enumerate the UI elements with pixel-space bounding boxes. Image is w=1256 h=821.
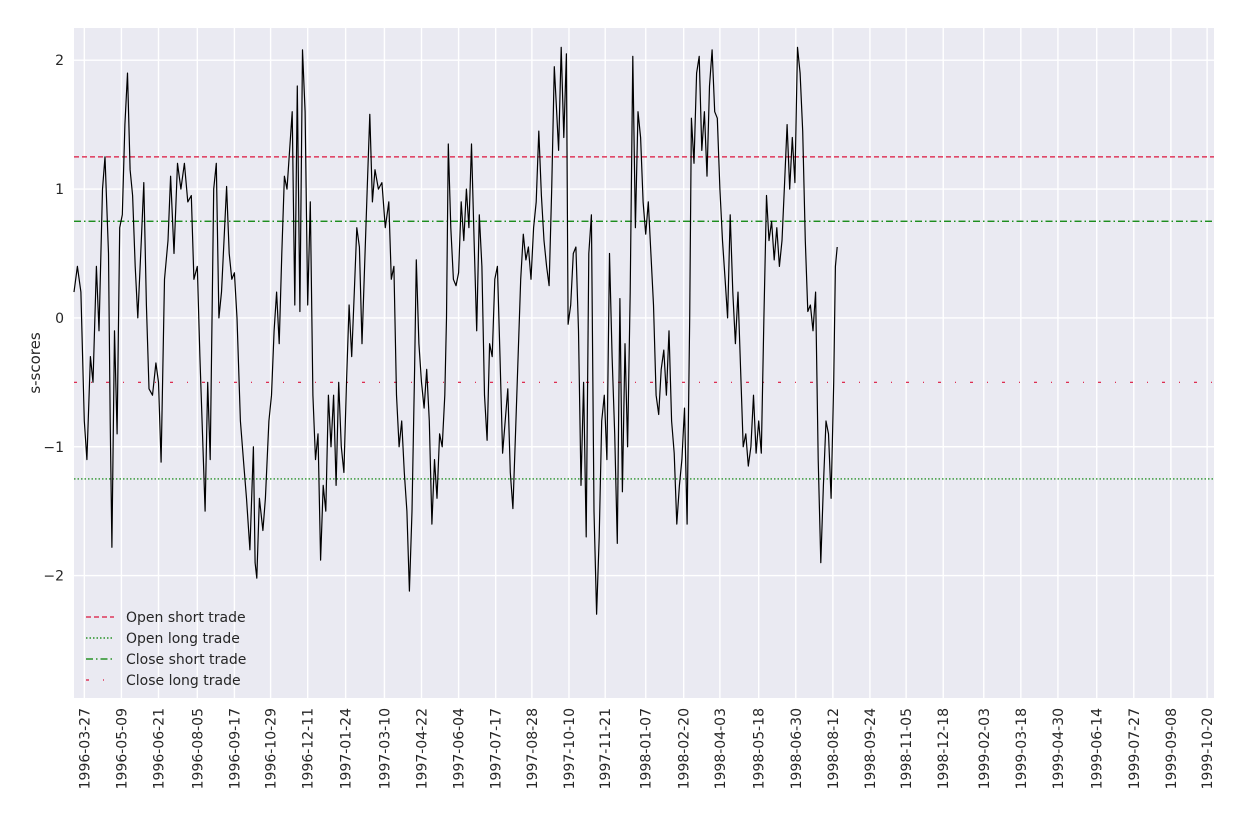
legend-entry: Close long trade [126,673,241,689]
x-tick-label: 1996-12-11 [301,708,317,789]
x-axis-ticks: 1996-03-27 1996-05-09 1996-06-21 1996-08-05… [77,708,1216,789]
x-tick-label: 1998-11-05 [899,708,915,789]
x-tick-label: 1998-04-03 [713,708,729,789]
x-tick-label: 1999-04-30 [1051,708,1067,789]
x-tick-label: 1999-03-18 [1014,708,1030,789]
trade-threshold-lines [74,156,1214,480]
y-tick-label: −2 [43,569,64,585]
plot-background [74,28,1214,698]
x-tick-label: 1997-10-10 [562,708,578,789]
legend-entry: Close short trade [126,652,246,668]
x-tick-label: 1996-06-21 [152,708,168,789]
y-tick-label: 2 [55,53,64,69]
y-tick-label: 0 [55,311,64,327]
x-tick-label: 1998-08-12 [826,708,842,789]
x-tick-label: 1997-04-22 [415,708,431,789]
x-tick-label: 1998-05-18 [752,708,768,789]
y-axis-label: s-scores [26,332,44,394]
y-axis-ticks: 2 1 0 −1 −2 [43,53,64,584]
x-tick-label: 1996-05-09 [114,708,130,789]
x-tick-label: 1998-02-20 [677,708,693,789]
x-tick-label: 1999-06-14 [1090,708,1106,789]
s-score-series-line [73,46,838,615]
x-tick-label: 1998-01-07 [639,708,655,789]
legend: Open short trade Open long trade Close sho… [86,610,246,689]
x-tick-label: 1997-01-24 [339,708,355,789]
x-tick-label: 1998-12-18 [936,708,952,789]
x-tick-label: 1996-08-05 [190,708,206,789]
legend-entry: Open long trade [126,631,240,647]
x-tick-label: 1999-02-03 [977,708,993,789]
x-tick-label: 1997-06-04 [452,708,468,789]
y-tick-label: 1 [55,182,64,198]
y-tick-label: −1 [43,440,64,456]
x-tick-label: 1999-09-08 [1164,708,1180,789]
x-tick-label: 1997-07-17 [489,708,505,789]
x-tick-label: 1996-10-29 [264,708,280,789]
x-tick-label: 1997-11-21 [598,708,614,789]
x-tick-label: 1997-03-10 [377,708,393,789]
x-tick-label: 1997-08-28 [525,708,541,789]
x-tick-label: 1996-09-17 [227,708,243,789]
x-tick-label: 1999-10-20 [1200,708,1216,789]
x-tick-label: 1998-09-24 [863,708,879,789]
legend-entry: Open short trade [126,610,246,626]
grid-lines [74,28,1214,698]
x-tick-label: 1996-03-27 [77,708,93,789]
x-tick-label: 1999-07-27 [1127,708,1143,789]
x-tick-label: 1998-06-30 [789,708,805,789]
